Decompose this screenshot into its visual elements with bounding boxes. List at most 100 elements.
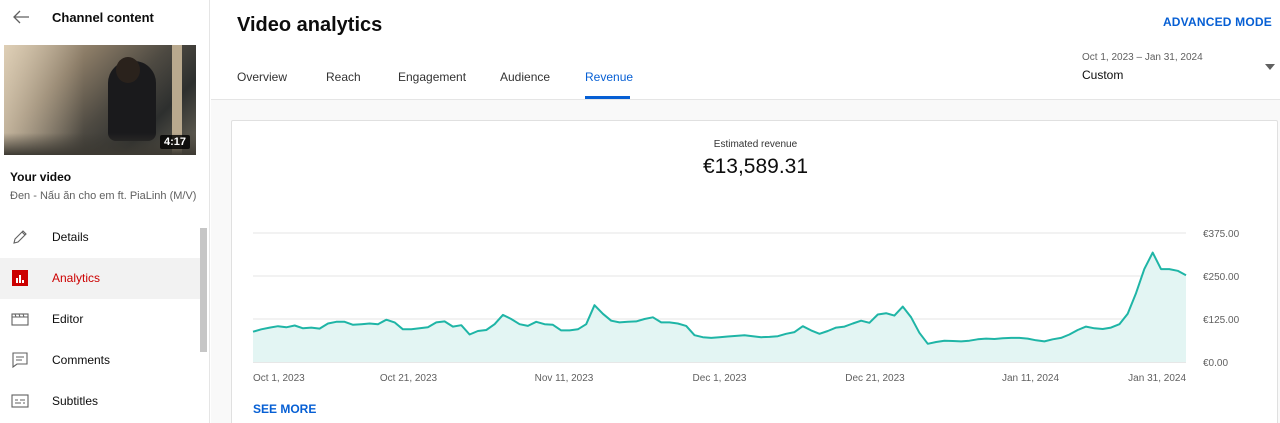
data-point[interactable] — [976, 337, 980, 341]
data-point[interactable] — [626, 320, 630, 324]
data-point[interactable] — [684, 324, 688, 328]
data-point[interactable] — [1001, 336, 1005, 340]
data-point[interactable] — [784, 332, 788, 336]
data-point[interactable] — [1026, 337, 1030, 341]
data-point[interactable] — [909, 315, 913, 319]
data-point[interactable] — [518, 322, 522, 326]
data-point[interactable] — [584, 322, 588, 326]
data-point[interactable] — [501, 313, 505, 317]
data-point[interactable] — [726, 335, 730, 339]
data-point[interactable] — [443, 319, 447, 323]
sidebar-scrollbar[interactable] — [200, 228, 207, 352]
data-point[interactable] — [1134, 291, 1138, 295]
data-point[interactable] — [1167, 267, 1171, 271]
data-point[interactable] — [876, 313, 880, 317]
data-point[interactable] — [1126, 312, 1130, 316]
data-point[interactable] — [618, 320, 622, 324]
data-point[interactable] — [334, 320, 338, 324]
data-point[interactable] — [1034, 338, 1038, 342]
data-point[interactable] — [1067, 333, 1071, 337]
data-point[interactable] — [409, 327, 413, 331]
data-point[interactable] — [851, 322, 855, 326]
data-point[interactable] — [468, 333, 472, 337]
data-point[interactable] — [992, 337, 996, 341]
tab-engagement[interactable]: Engagement — [398, 70, 467, 84]
data-point[interactable] — [884, 311, 888, 315]
data-point[interactable] — [493, 322, 497, 326]
data-point[interactable] — [967, 339, 971, 343]
data-point[interactable] — [418, 326, 422, 330]
data-point[interactable] — [1142, 267, 1146, 271]
data-point[interactable] — [776, 334, 780, 338]
data-point[interactable] — [892, 314, 896, 318]
data-point[interactable] — [568, 328, 572, 332]
tab-reach[interactable]: Reach — [326, 70, 361, 84]
data-point[interactable] — [351, 323, 355, 327]
data-point[interactable] — [559, 328, 563, 332]
data-point[interactable] — [318, 327, 322, 331]
data-point[interactable] — [743, 333, 747, 337]
data-point[interactable] — [543, 322, 547, 326]
date-range-picker[interactable]: Oct 1, 2023 – Jan 31, 2024 Custom — [1082, 50, 1277, 86]
data-point[interactable] — [301, 326, 305, 330]
data-point[interactable] — [359, 322, 363, 326]
data-point[interactable] — [651, 315, 655, 319]
tab-overview[interactable]: Overview — [237, 70, 288, 84]
sidebar-item-subtitles[interactable]: Subtitles — [0, 381, 200, 422]
sidebar-item-analytics[interactable]: Analytics — [0, 258, 200, 299]
data-point[interactable] — [634, 319, 638, 323]
data-point[interactable] — [609, 319, 613, 323]
data-point[interactable] — [384, 318, 388, 322]
video-thumbnail[interactable]: 4:17 — [4, 45, 196, 155]
data-point[interactable] — [426, 325, 430, 329]
data-point[interactable] — [1051, 337, 1055, 341]
data-point[interactable] — [917, 331, 921, 335]
data-point[interactable] — [326, 322, 330, 326]
data-point[interactable] — [643, 317, 647, 321]
data-point[interactable] — [601, 312, 605, 316]
sidebar-item-details[interactable]: Details — [0, 217, 200, 258]
data-point[interactable] — [818, 332, 822, 336]
data-point[interactable] — [251, 330, 255, 334]
data-point[interactable] — [1059, 336, 1063, 340]
data-point[interactable] — [1042, 339, 1046, 343]
data-point[interactable] — [759, 335, 763, 339]
data-point[interactable] — [309, 326, 313, 330]
data-point[interactable] — [368, 322, 372, 326]
data-point[interactable] — [834, 326, 838, 330]
data-point[interactable] — [376, 322, 380, 326]
data-point[interactable] — [293, 324, 297, 328]
data-point[interactable] — [951, 339, 955, 343]
back-arrow-icon[interactable] — [10, 6, 32, 28]
data-point[interactable] — [859, 319, 863, 323]
data-point[interactable] — [1176, 269, 1180, 273]
data-point[interactable] — [343, 320, 347, 324]
data-point[interactable] — [709, 336, 713, 340]
sidebar-item-comments[interactable]: Comments — [0, 340, 200, 381]
data-point[interactable] — [793, 330, 797, 334]
data-point[interactable] — [867, 321, 871, 325]
data-point[interactable] — [801, 324, 805, 328]
data-point[interactable] — [984, 337, 988, 341]
data-point[interactable] — [959, 339, 963, 343]
see-more-link[interactable]: SEE MORE — [253, 402, 317, 416]
data-point[interactable] — [526, 324, 530, 328]
data-point[interactable] — [768, 335, 772, 339]
data-point[interactable] — [268, 326, 272, 330]
data-point[interactable] — [934, 340, 938, 344]
data-point[interactable] — [718, 335, 722, 339]
data-point[interactable] — [668, 320, 672, 324]
data-point[interactable] — [659, 320, 663, 324]
data-point[interactable] — [1076, 328, 1080, 332]
data-point[interactable] — [693, 333, 697, 337]
data-point[interactable] — [701, 335, 705, 339]
data-point[interactable] — [826, 329, 830, 333]
data-point[interactable] — [1159, 267, 1163, 271]
data-point[interactable] — [843, 325, 847, 329]
tab-audience[interactable]: Audience — [500, 70, 551, 84]
data-point[interactable] — [926, 342, 930, 346]
data-point[interactable] — [509, 317, 513, 321]
data-point[interactable] — [1184, 273, 1188, 277]
data-point[interactable] — [809, 328, 813, 332]
data-point[interactable] — [1101, 327, 1105, 331]
